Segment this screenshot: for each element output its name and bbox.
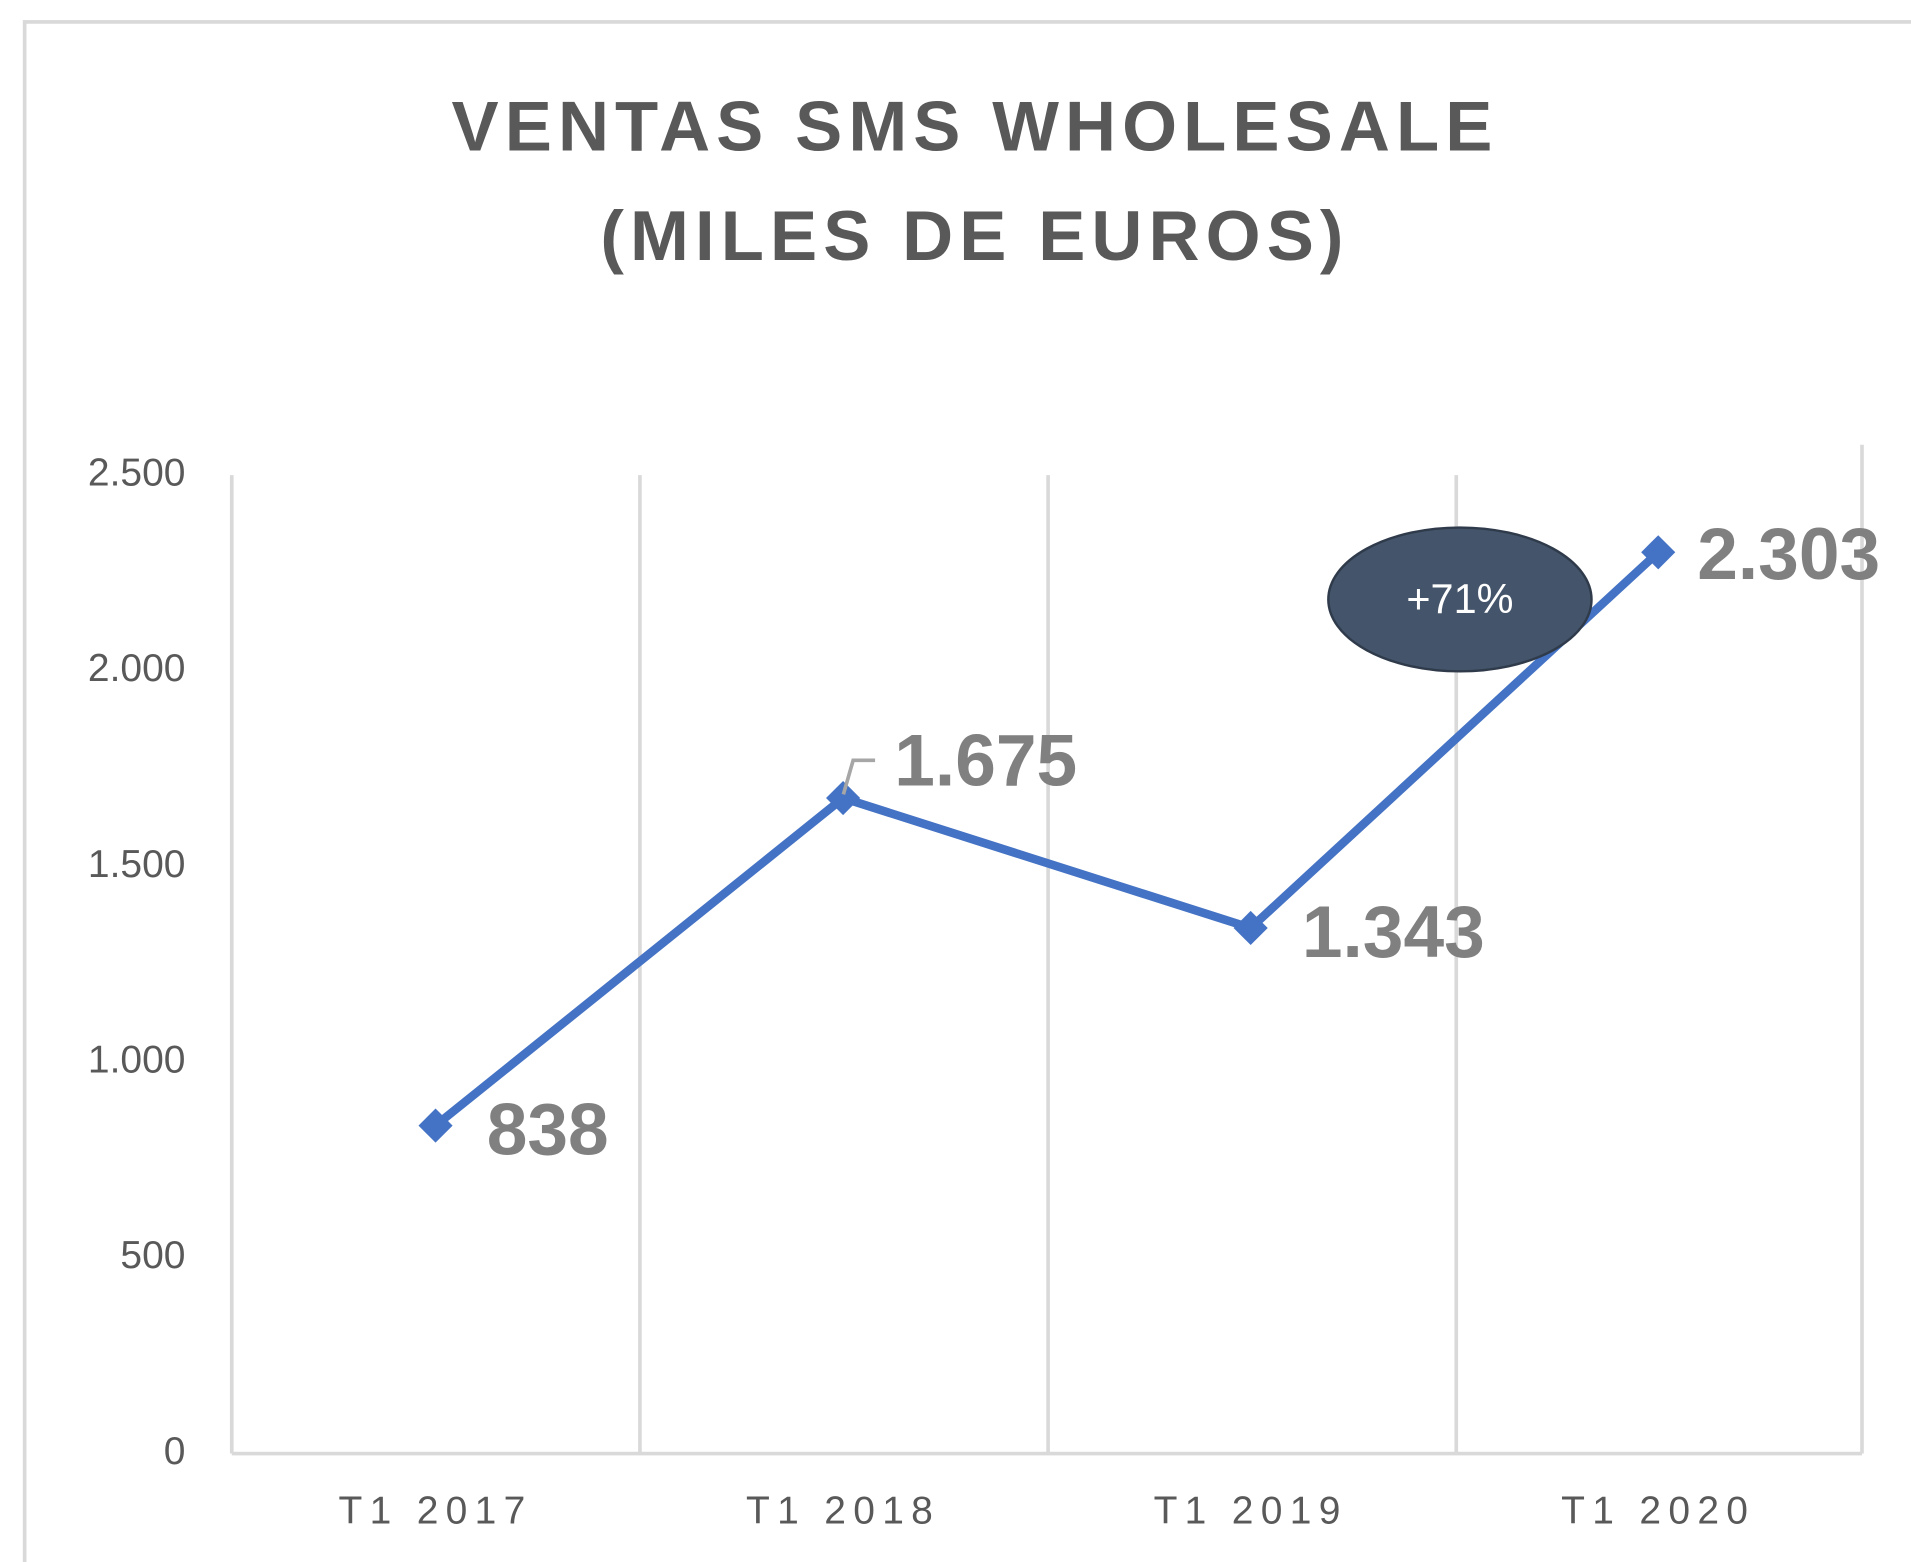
x-tick-label: T1 2018 <box>746 1490 940 1533</box>
y-tick-label: 1.500 <box>88 843 186 886</box>
x-tick-label: T1 2019 <box>1154 1490 1348 1533</box>
data-label: 838 <box>487 1090 609 1171</box>
line <box>432 549 1662 1129</box>
x-tick-label: T1 2017 <box>338 1490 532 1533</box>
chart-frame <box>22 20 1911 1562</box>
y-tick-label: 0 <box>164 1430 186 1473</box>
marker <box>826 780 861 816</box>
x-tick-label: T1 2020 <box>1561 1490 1755 1533</box>
data-label: 2.303 <box>1697 514 1880 595</box>
annotation: +71% <box>1406 576 1513 622</box>
y-tick-label: 2.000 <box>88 647 186 690</box>
plot: 0 500 1.000 1.500 2.000 2.500 T1 2017 T1 2018 T1… <box>88 451 1880 1532</box>
leader-line <box>841 758 876 795</box>
y-tick-label: 2.500 <box>88 451 186 494</box>
data-label: 1.343 <box>1302 892 1485 973</box>
data-label: 1.675 <box>894 721 1077 802</box>
chart-title: (MILES DE EUROS) <box>600 196 1349 275</box>
y-tick-label: 500 <box>120 1234 185 1277</box>
chart-title: VENTAS SMS WHOLESALE <box>452 86 1499 165</box>
annotation-bubble <box>1327 526 1593 673</box>
marker <box>418 1108 453 1143</box>
marker <box>1641 535 1676 570</box>
y-tick-label: 1.000 <box>88 1039 186 1082</box>
